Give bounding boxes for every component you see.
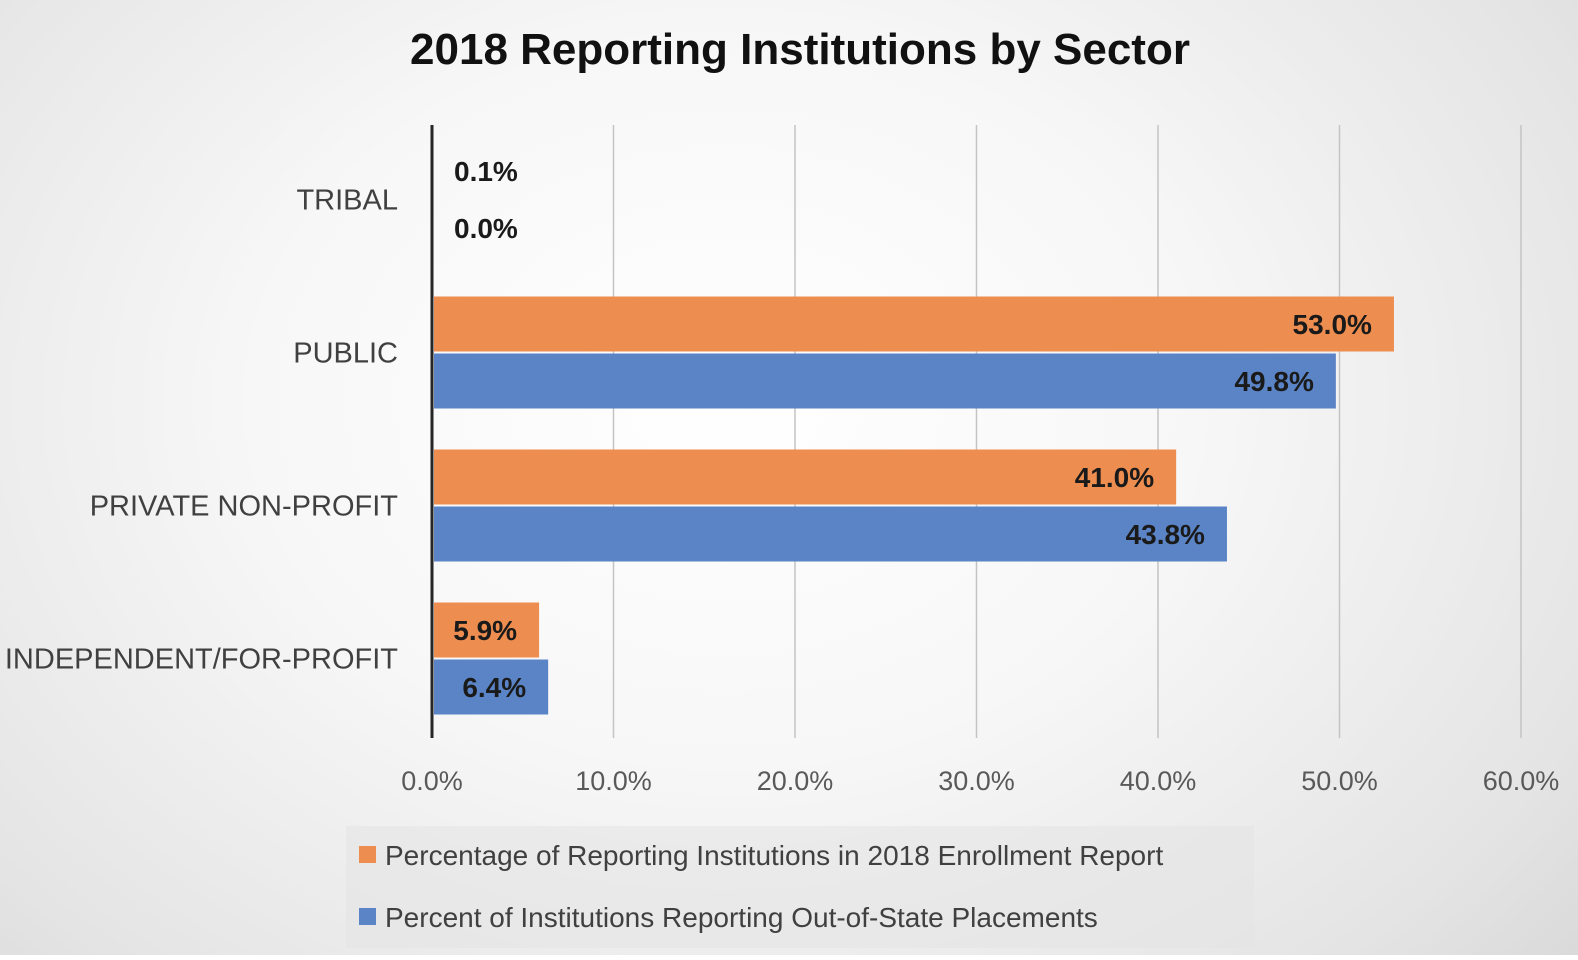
category-label: INDEPENDENT/FOR-PROFIT bbox=[5, 644, 398, 676]
data-label: 6.4% bbox=[462, 672, 526, 703]
x-tick-label: 60.0% bbox=[1483, 766, 1560, 796]
category-label: PRIVATE NON-PROFIT bbox=[90, 491, 399, 523]
data-label: 41.0% bbox=[1075, 462, 1154, 493]
legend-entry: Percentage of Reporting Institutions in … bbox=[385, 840, 1163, 871]
bar bbox=[434, 602, 540, 658]
bar bbox=[434, 353, 1336, 409]
legend-entry: Percent of Institutions Reporting Out-of… bbox=[385, 902, 1098, 933]
data-labels: 0.1% 0.0% 53.0% 49.8% 41.0% 43.8% 5.9% 6.4% bbox=[453, 156, 1372, 703]
legend-box bbox=[346, 826, 1254, 948]
category-labels: TRIBAL PUBLIC PRIVATE NON-PROFIT INDEPENDEN… bbox=[5, 185, 398, 676]
data-label: 0.0% bbox=[454, 213, 518, 244]
data-label: 5.9% bbox=[453, 615, 517, 646]
bars bbox=[434, 296, 1394, 715]
bar bbox=[434, 506, 1227, 562]
category-label: TRIBAL bbox=[296, 185, 398, 217]
x-tick-label: 10.0% bbox=[575, 766, 652, 796]
data-label: 43.8% bbox=[1126, 519, 1205, 550]
bar bbox=[434, 449, 1177, 505]
bar bbox=[434, 659, 549, 715]
x-tick-label: 50.0% bbox=[1301, 766, 1378, 796]
bar bbox=[434, 296, 1394, 352]
legend-swatch bbox=[359, 908, 376, 925]
data-label: 0.1% bbox=[454, 156, 518, 187]
x-tick-label: 30.0% bbox=[938, 766, 1015, 796]
x-tick-label: 0.0% bbox=[401, 766, 463, 796]
chart-title: 2018 Reporting Institutions by Sector bbox=[410, 25, 1190, 74]
x-tick-label: 20.0% bbox=[757, 766, 834, 796]
legend-swatch bbox=[359, 846, 376, 863]
legend: Percentage of Reporting Institutions in … bbox=[346, 826, 1254, 948]
category-label: PUBLIC bbox=[293, 338, 398, 370]
data-label: 49.8% bbox=[1234, 366, 1313, 397]
data-label: 53.0% bbox=[1293, 309, 1372, 340]
gridlines bbox=[612, 125, 1522, 738]
tick-labels: 0.0% 10.0% 20.0% 30.0% 40.0% 50.0% 60.0% bbox=[401, 766, 1559, 796]
x-tick-label: 40.0% bbox=[1120, 766, 1197, 796]
